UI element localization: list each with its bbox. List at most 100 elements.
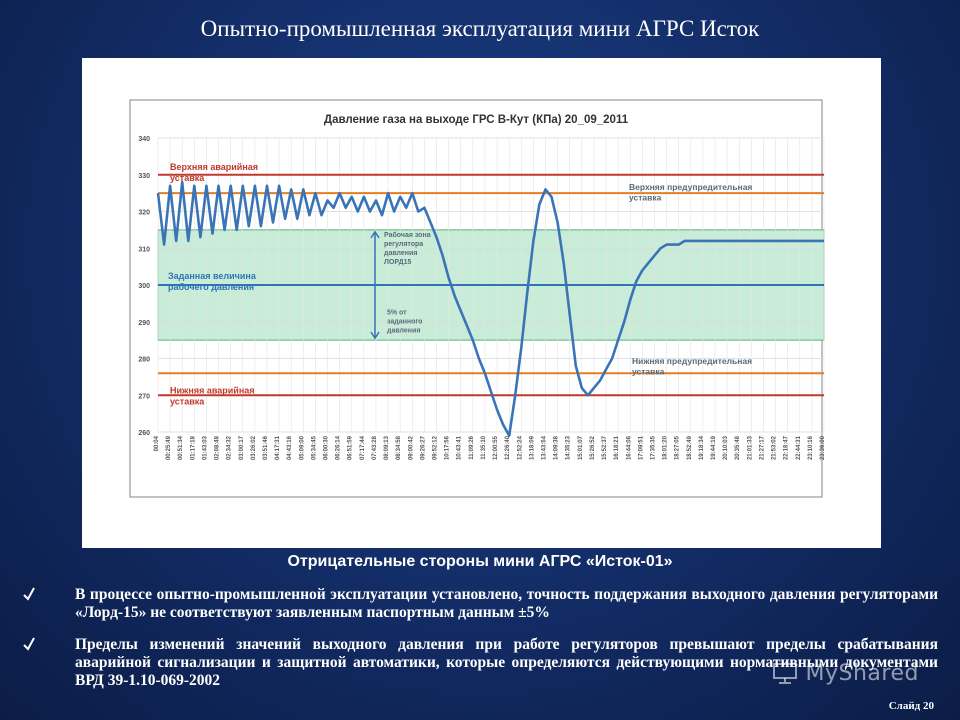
y-tick-label: 290 [138, 320, 150, 327]
x-tick-label: 07:43:28 [372, 435, 378, 460]
x-tick-label: 15:26:52 [590, 435, 596, 460]
x-tick-label: 14:09:38 [554, 435, 560, 460]
x-tick-label: 12:00:55 [493, 435, 499, 460]
arrow-up-icon [370, 230, 380, 239]
y-tick-label: 330 [138, 173, 150, 180]
x-tick-label: 13:18:09 [529, 435, 535, 460]
x-tick-label: 21:01:33 [747, 435, 753, 460]
y-tick-label: 320 [138, 210, 150, 217]
x-tick-label: 20:10:03 [723, 435, 729, 460]
x-tick-label: 07:17:44 [360, 435, 366, 460]
presentation-icon [773, 663, 797, 684]
x-tick-label: 15:52:37 [602, 435, 608, 460]
x-tick-label: 15:01:07 [578, 435, 584, 460]
x-tick-label: 18:52:49 [687, 435, 693, 460]
x-tick-label: 21:53:02 [772, 435, 778, 460]
x-tick-label: 12:52:24 [517, 435, 523, 460]
pressure-chart: 260 270 280 290 300 310 320 330 340 00:04 00:25:49… [129, 99, 826, 498]
x-tick-label: 00:51:34 [178, 435, 184, 460]
x-tick-label: 00:25:49 [166, 435, 172, 460]
x-tick-label: 00:04 [154, 435, 160, 451]
lower-alarm-label: Нижняя аварийная [170, 385, 255, 395]
lower-alarm-label: уставка [170, 396, 205, 406]
band-label: ЛОРД15 [384, 259, 411, 266]
x-tick-label: 21:27:17 [759, 435, 765, 460]
x-tick-label: 02:08:48 [215, 435, 221, 460]
x-tick-label: 19:18:34 [699, 435, 705, 460]
x-tick-label: 22:18:47 [784, 435, 790, 460]
upper-warning-label: Верхняя предупредительная [629, 182, 752, 192]
x-tick-label: 23:10:16 [808, 435, 814, 460]
y-tick-label: 300 [138, 283, 150, 290]
x-tick-label: 05:34:45 [311, 435, 317, 460]
x-tick-label: 09:52:12 [433, 435, 439, 460]
x-tick-label: 04:43:16 [287, 435, 293, 460]
watermark: MyShared [772, 661, 919, 686]
x-tick-label: 16:44:06 [626, 435, 632, 460]
band-label: регулятора [384, 241, 423, 248]
x-tick-label: 11:35:10 [481, 435, 487, 459]
y-tick-label: 270 [138, 393, 150, 400]
x-tick-label: 10:43:41 [457, 435, 463, 460]
chart-panel: 260 270 280 290 300 310 320 330 340 00:04 00:25:49… [82, 58, 881, 548]
x-tick-label: 03:51:46 [263, 435, 269, 460]
bullet-list: В процессе опытно-промышленной эксплуата… [22, 586, 938, 704]
arrow-down-icon [370, 331, 380, 340]
x-tick-label: 09:00:42 [408, 435, 414, 460]
x-tick-label: 10:17:56 [445, 435, 451, 460]
bullet-item: В процессе опытно-промышленной эксплуата… [22, 586, 938, 622]
slide-title: Опытно-промышленная эксплуатация мини АГ… [200, 16, 760, 41]
y-tick-label: 260 [138, 430, 150, 437]
lower-warning-label: Нижняя предупредительная [632, 356, 752, 366]
checkmark-icon [23, 637, 35, 651]
x-tick-label: 08:34:58 [396, 435, 402, 460]
slide-number: Слайд 20 [888, 700, 934, 712]
x-tick-label: 18:27:05 [675, 435, 681, 460]
x-tick-label: 22:44:31 [796, 435, 802, 460]
y-tick-label: 280 [138, 357, 150, 364]
x-tick-label: 06:00:30 [324, 435, 330, 460]
x-tick-label: 18:01:20 [663, 435, 669, 460]
section-subheading: Отрицательные стороны мини АГРС «Исток-0… [287, 553, 673, 570]
upper-warning-label: уставка [629, 193, 662, 203]
x-tick-label: 13:43:54 [541, 435, 547, 460]
x-tick-label: 01:17:18 [190, 435, 196, 460]
band-note-label: давления [387, 327, 420, 334]
lower-warning-label: уставка [632, 367, 665, 377]
x-tick-label: 16:18:21 [614, 435, 620, 460]
setpoint-label: рабочего давления [168, 282, 254, 292]
x-tick-label: 20:35:48 [735, 435, 741, 460]
x-tick-label: 04:17:31 [275, 435, 281, 460]
checkmark-icon [23, 587, 35, 601]
x-tick-label: 09:26:27 [420, 435, 426, 460]
x-tick-label: 05:09:00 [299, 435, 305, 460]
bullet-text: В процессе опытно-промышленной эксплуата… [75, 586, 938, 621]
x-tick-label: 03:26:02 [251, 435, 257, 460]
watermark-text: MyShared [805, 661, 919, 686]
band-label: Рабочая зона [384, 231, 431, 239]
pressure-series-line [156, 180, 824, 438]
band-label: давления [384, 250, 417, 257]
x-tick-label: 12:26:40 [505, 435, 511, 460]
band-note-label: 5% от [387, 309, 407, 316]
x-tick-label: 06:51:59 [348, 435, 354, 460]
x-tick-label: 02:34:32 [227, 435, 233, 460]
y-tick-label: 310 [138, 246, 150, 253]
bullet-text: Пределы изменений значений выходного дав… [75, 636, 938, 689]
x-tick-label: 23:36:00 [820, 435, 826, 460]
x-tick-label: 11:09:26 [469, 435, 475, 459]
x-tick-label: 14:35:23 [566, 435, 572, 460]
x-tick-label: 06:26:14 [336, 435, 342, 460]
upper-alarm-label: Верхняя аварийная [170, 162, 258, 172]
x-tick-label: 17:09:51 [638, 435, 644, 460]
y-tick-label: 340 [138, 136, 150, 143]
setpoint-label: Заданная величина [168, 271, 257, 281]
chart-title: Давление газа на выходе ГРС В-Кут (КПа) … [324, 114, 629, 126]
band-note-label: заданного [387, 318, 422, 325]
bullet-item: Пределы изменений значений выходного дав… [22, 636, 938, 690]
x-tick-label: 17:35:35 [650, 435, 656, 460]
x-tick-label: 01:43:03 [202, 435, 208, 460]
x-tick-label: 03:00:17 [239, 435, 245, 460]
upper-alarm-label: уставка [170, 173, 205, 183]
x-tick-label: 08:09:13 [384, 435, 390, 460]
